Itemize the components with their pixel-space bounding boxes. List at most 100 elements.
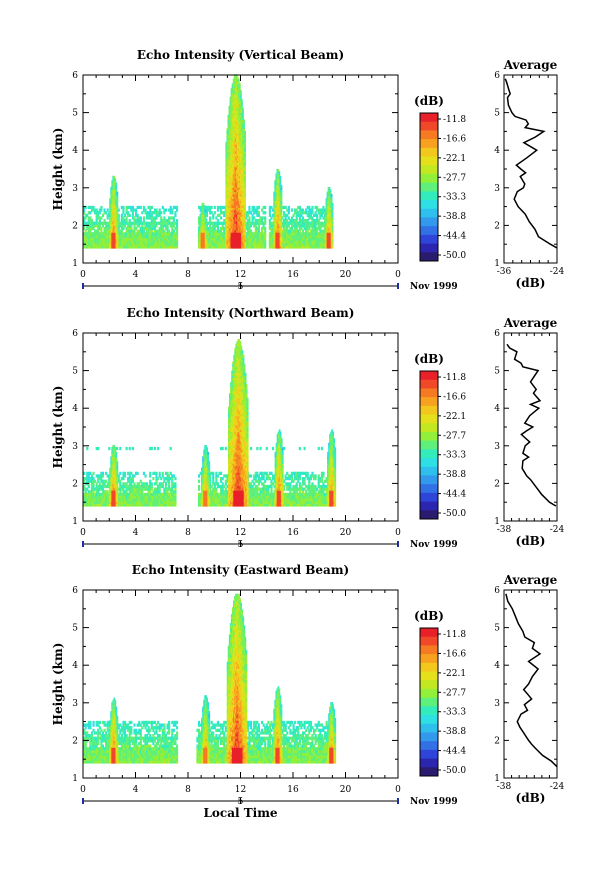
heatmap-cell bbox=[213, 234, 216, 239]
heatmap-cell bbox=[254, 226, 257, 231]
heatmap-cell bbox=[227, 182, 230, 186]
heatmap-cell bbox=[225, 245, 228, 249]
heatmap-cell bbox=[155, 213, 158, 217]
heatmap-cell bbox=[168, 232, 171, 236]
heatmap-cell bbox=[158, 232, 161, 236]
heatmap-cell bbox=[229, 146, 232, 150]
heatmap-cell bbox=[251, 234, 254, 239]
heatmap-cell bbox=[231, 243, 234, 247]
heatmap-cell bbox=[87, 221, 90, 225]
heatmap-cell bbox=[113, 227, 116, 231]
heatmap-cell bbox=[111, 234, 113, 238]
heatmap-cell bbox=[164, 224, 168, 228]
heatmap-cell bbox=[103, 229, 106, 233]
heatmap-cell bbox=[90, 208, 94, 212]
heatmap-cell bbox=[209, 208, 212, 212]
heatmap-cell bbox=[256, 240, 259, 244]
heatmap-cell bbox=[112, 243, 115, 247]
heatmap-cell bbox=[283, 234, 286, 239]
heatmap-cell bbox=[105, 211, 108, 215]
heatmap-cell bbox=[114, 211, 117, 215]
heatmap-cell bbox=[226, 175, 229, 179]
heatmap-cell bbox=[230, 146, 233, 150]
heatmap-cell bbox=[169, 205, 172, 210]
heatmap-cell bbox=[122, 237, 125, 241]
heatmap-cell bbox=[297, 229, 300, 233]
heatmap-cell bbox=[228, 216, 231, 220]
heatmap-cell bbox=[306, 221, 309, 225]
heatmap-cell bbox=[221, 237, 224, 241]
heatmap-cell bbox=[305, 208, 308, 212]
heatmap-cell bbox=[199, 243, 202, 247]
heatmap-cell bbox=[115, 191, 118, 195]
x-tick-label: 0 bbox=[80, 270, 86, 280]
heatmap-cell bbox=[201, 245, 204, 249]
heatmap-cell bbox=[110, 209, 112, 213]
heatmap-cell bbox=[213, 211, 216, 215]
heatmap-cell bbox=[229, 110, 232, 114]
heatmap-cell bbox=[311, 224, 314, 228]
heatmap-cell bbox=[309, 213, 312, 217]
heatmap-cell bbox=[228, 110, 231, 114]
heatmap-cell bbox=[113, 200, 116, 204]
heatmap-cell bbox=[248, 219, 251, 223]
heatmap-cell bbox=[262, 237, 265, 241]
heatmap-cell bbox=[210, 211, 213, 215]
heatmap-cell bbox=[106, 224, 109, 228]
heatmap-cell bbox=[287, 232, 290, 236]
heatmap-cell bbox=[223, 205, 226, 210]
heatmap-cell bbox=[228, 232, 231, 236]
heatmap-cell bbox=[94, 232, 97, 236]
heatmap-cell bbox=[226, 171, 229, 175]
heatmap-cell bbox=[127, 213, 130, 217]
heatmap-cell bbox=[113, 180, 116, 184]
heatmap-cell bbox=[166, 245, 169, 249]
heatmap-cell bbox=[319, 213, 322, 217]
heatmap-cell bbox=[174, 245, 177, 249]
heatmap-cell bbox=[254, 242, 257, 246]
heatmap-cell bbox=[141, 229, 144, 233]
heatmap-cell bbox=[246, 242, 249, 246]
heatmap-cell bbox=[286, 245, 289, 249]
heatmap-cell bbox=[225, 241, 228, 245]
heatmap-cell bbox=[113, 220, 116, 224]
heatmap-cell bbox=[113, 191, 116, 195]
heatmap-cell bbox=[204, 229, 207, 233]
heatmap-cell bbox=[158, 213, 161, 217]
heatmap-cell bbox=[133, 234, 136, 239]
heatmap-cell bbox=[228, 164, 231, 168]
heatmap-cell bbox=[270, 226, 273, 231]
heatmap-cell bbox=[202, 241, 205, 245]
heatmap-cell bbox=[115, 225, 118, 229]
heatmap-cell bbox=[221, 221, 224, 225]
heatmap-cell bbox=[201, 236, 204, 240]
heatmap-cell bbox=[226, 223, 229, 226]
heatmap-cell bbox=[228, 137, 231, 141]
heatmap-cell bbox=[230, 175, 233, 179]
heatmap-cell bbox=[230, 94, 233, 98]
heatmap-cell bbox=[251, 232, 254, 236]
heatmap-cell bbox=[225, 216, 228, 220]
heatmap-cell bbox=[312, 240, 316, 244]
heatmap-cell bbox=[303, 234, 306, 239]
heatmap-cell bbox=[213, 242, 216, 246]
heatmap-cell bbox=[90, 240, 94, 244]
heatmap-cell bbox=[127, 205, 130, 210]
heatmap-cell bbox=[268, 221, 272, 225]
heatmap-cell bbox=[163, 242, 166, 246]
heatmap-cell bbox=[245, 226, 248, 231]
heatmap-cell bbox=[103, 240, 106, 244]
heatmap-cell bbox=[301, 208, 305, 212]
heatmap-cell bbox=[112, 211, 115, 215]
heatmap-cell bbox=[149, 221, 152, 225]
heatmap-cell bbox=[295, 226, 298, 231]
heatmap-cell bbox=[92, 208, 95, 212]
heatmap-cell bbox=[95, 219, 98, 223]
heatmap-cell bbox=[228, 218, 231, 222]
heatmap-cell bbox=[256, 211, 259, 215]
heatmap-cell bbox=[113, 216, 116, 220]
heatmap-cell bbox=[115, 223, 118, 226]
heatmap-cell bbox=[109, 202, 111, 206]
heatmap-cell bbox=[103, 219, 106, 223]
heatmap-cell bbox=[226, 220, 229, 224]
